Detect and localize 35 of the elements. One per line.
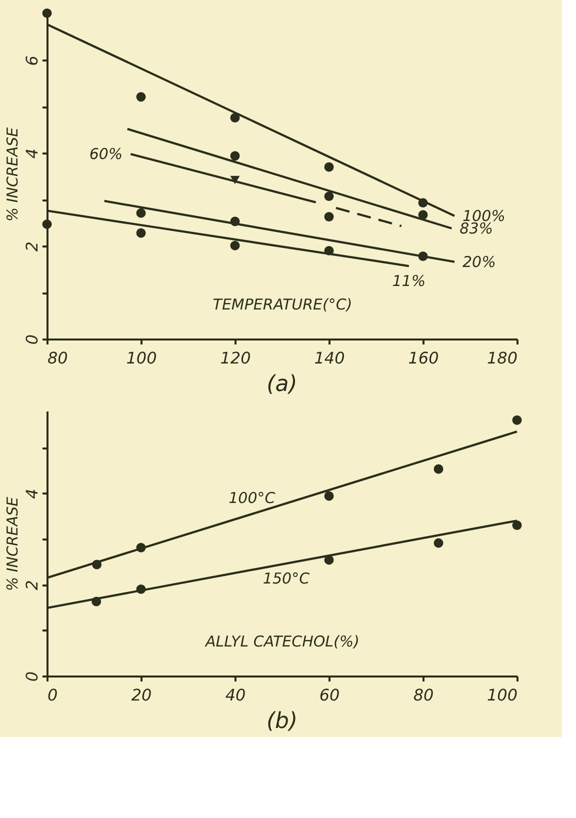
point — [434, 464, 444, 474]
x-axis-title: TEMPERATURE(°C) — [212, 296, 352, 314]
x-tick-label: 100 — [126, 348, 157, 368]
y-tick-label: 4 — [22, 148, 42, 159]
y-axis-title: % INCREASE — [4, 496, 22, 592]
y-tick-label: 0 — [22, 334, 42, 345]
x-tick-label: 120 — [220, 348, 251, 368]
annotation: 11% — [392, 272, 426, 290]
x-tick-label: 140 — [314, 348, 345, 368]
x-tick-label: 20 — [131, 686, 152, 704]
y-tick-label: 6 — [22, 56, 42, 66]
x-tick-label: 80 — [413, 686, 434, 704]
x-tick-label: 0 — [48, 686, 58, 704]
x-tick-label: 80 — [48, 348, 68, 368]
point — [512, 415, 522, 425]
x-tick-label: 180 — [486, 348, 518, 368]
text: (a) — [266, 372, 298, 397]
annotation: 60% — [89, 145, 123, 164]
y-tick-label: 2 — [22, 241, 42, 252]
x-tick-label: 40 — [225, 686, 246, 704]
annotation: 100°C — [228, 488, 276, 507]
x-tick-label: 60 — [319, 686, 340, 704]
text: (b) — [266, 709, 298, 734]
annotation: 20% — [462, 252, 496, 271]
point — [324, 491, 334, 501]
y-axis-title: % INCREASE — [4, 126, 22, 222]
x-tick-label: 160 — [408, 348, 439, 368]
point — [434, 538, 444, 548]
y-tick-label: 2 — [22, 580, 42, 590]
annotation: 150°C — [262, 570, 310, 588]
y-tick-label: 0 — [22, 671, 42, 682]
x-tick-label: 100 — [486, 686, 518, 704]
point — [512, 520, 522, 530]
y-tick-label: 4 — [22, 488, 42, 499]
x-axis-title: ALLYL CATECHOL(%) — [204, 632, 360, 650]
